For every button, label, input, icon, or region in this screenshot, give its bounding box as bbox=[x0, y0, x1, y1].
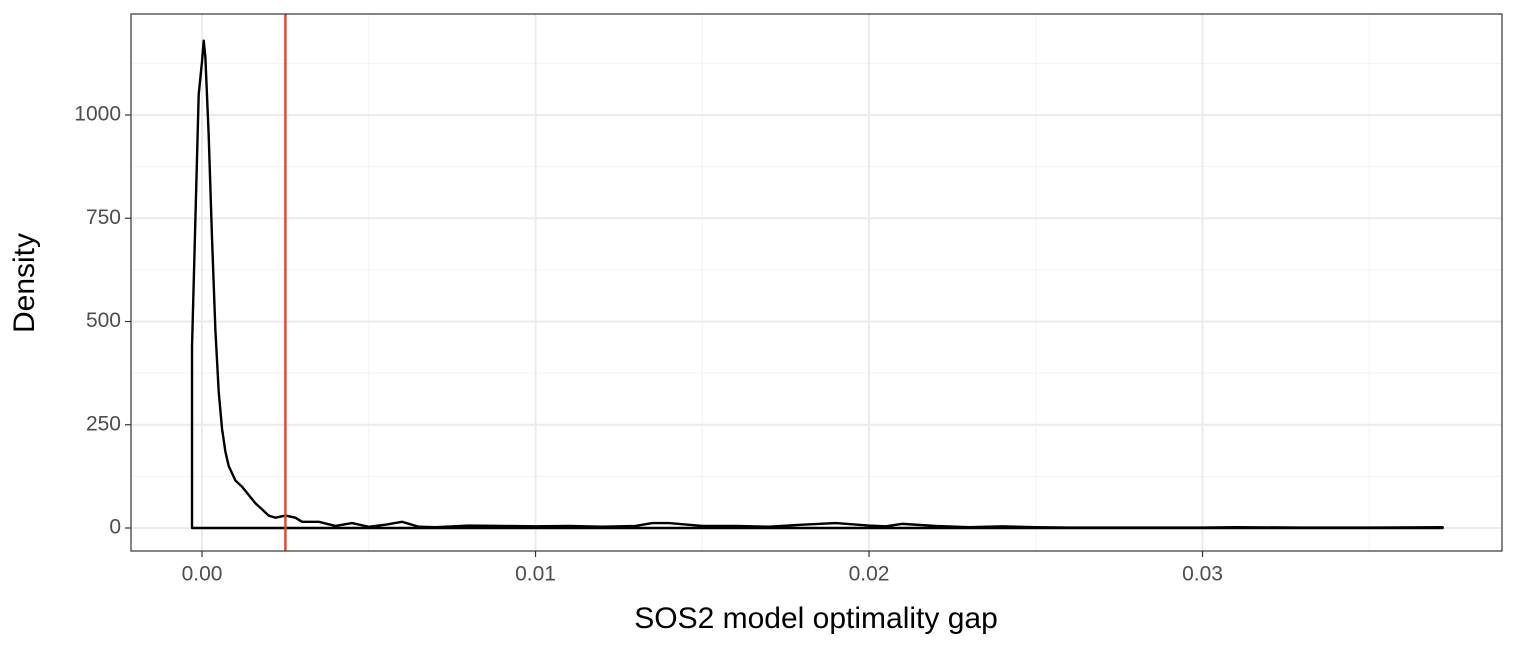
y-tick-label: 500 bbox=[86, 309, 121, 332]
y-tick-label: 250 bbox=[86, 412, 121, 435]
x-tick-label: 0.01 bbox=[515, 563, 556, 586]
density-curve bbox=[190, 39, 1444, 530]
y-tick-label: 1000 bbox=[74, 103, 121, 126]
y-axis-title: Density bbox=[8, 233, 41, 333]
y-tick-label: 750 bbox=[86, 206, 121, 229]
panel-border bbox=[130, 13, 1503, 552]
x-tick-label: 0.03 bbox=[1182, 563, 1223, 586]
y-tick-label: 0 bbox=[109, 516, 121, 539]
x-axis-title: SOS2 model optimality gap bbox=[634, 602, 998, 635]
x-tick-label: 0.00 bbox=[182, 563, 223, 586]
x-tick-label: 0.02 bbox=[849, 563, 890, 586]
